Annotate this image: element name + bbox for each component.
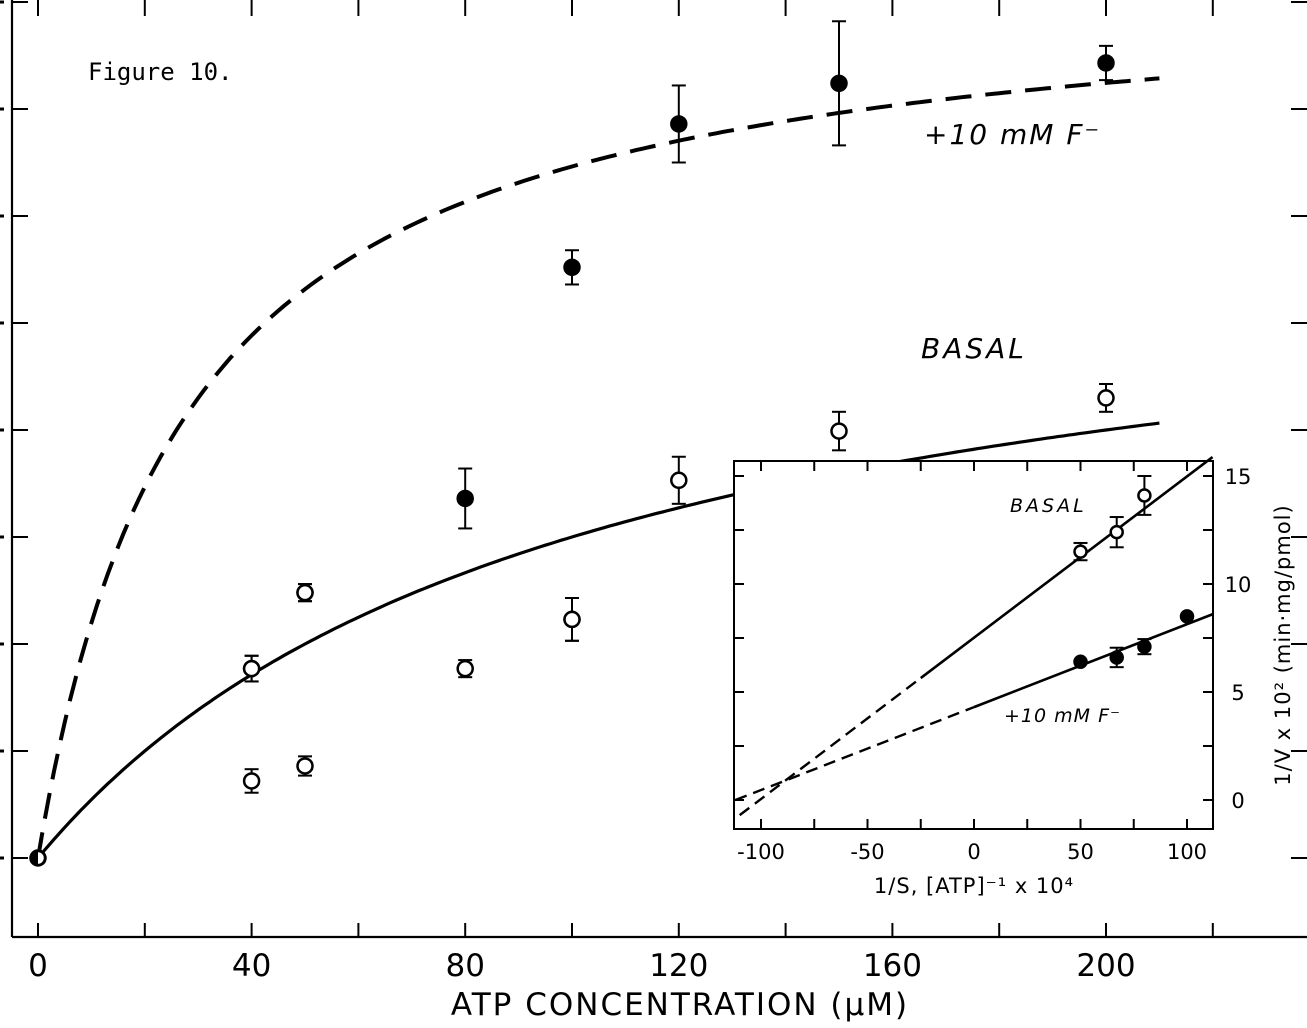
inset-x-tick-label: 100	[1167, 840, 1207, 864]
main-data-point	[670, 84, 688, 164]
inset-plot: -100 -50 0 50 100 0 5 10 15 BASAL +10 mM F⁻ 1/S,…	[733, 456, 1295, 898]
inset-x-tick-label: -50	[850, 840, 884, 864]
open-marker	[1073, 544, 1088, 559]
inset-fit-line-solid	[973, 613, 1214, 709]
filled-marker	[830, 74, 848, 93]
main-x-axis-label: ATP CONCENTRATION (μM)	[451, 987, 909, 1023]
main-data-point	[563, 596, 581, 642]
open-marker	[296, 757, 314, 775]
main-plot-area: 0 40 80 120 160 200	[0, 0, 1307, 984]
inset-y-tick-label: 10	[1225, 573, 1252, 597]
filled-marker	[456, 489, 474, 508]
inset-data-point	[1179, 609, 1195, 624]
main-data-point	[242, 768, 261, 794]
inset-fit-line-solid	[919, 456, 1214, 680]
inset-tick-labels: -100 -50 0 50 100 0 5 10 15	[737, 465, 1251, 864]
main-x-tick-label: 200	[1076, 948, 1135, 984]
main-data-points	[29, 20, 1115, 867]
main-annotation-basal: BASAL	[921, 332, 1027, 365]
open-marker	[670, 471, 688, 490]
main-fit-curves	[36, 76, 1160, 860]
main-data-point	[242, 654, 261, 683]
inset-data-point	[1109, 516, 1124, 549]
main-x-tick-label: 40	[232, 948, 271, 984]
inset-fit-lines	[735, 456, 1214, 817]
main-data-point	[1097, 382, 1115, 413]
main-x-tick-label: 160	[863, 948, 922, 984]
open-marker	[242, 772, 261, 790]
open-marker	[1109, 524, 1124, 540]
inset-x-tick-label: 50	[1067, 840, 1094, 864]
main-ticks	[0, 0, 1307, 937]
open-marker	[456, 659, 474, 678]
inset-x-tick-label: -100	[737, 840, 785, 864]
inset-data-point	[1137, 638, 1152, 656]
open-marker	[1137, 488, 1152, 503]
inset-y-tick-label: 5	[1231, 681, 1244, 705]
inset-data-point	[1073, 654, 1088, 670]
main-data-point	[296, 583, 314, 603]
main-data-point	[1097, 44, 1115, 82]
origin-marker-fill	[31, 851, 38, 865]
filled-marker	[1097, 54, 1115, 72]
open-marker	[830, 422, 848, 440]
inset-y-tick-label: 0	[1231, 789, 1244, 813]
origin-point	[29, 849, 47, 867]
inset-x-axis-label: 1/S, [ATP]⁻¹ x 10⁴	[874, 874, 1074, 898]
inset-annotation-basal: BASAL	[1010, 495, 1087, 517]
main-tick-labels: 0 40 80 120 160 200	[28, 948, 1135, 984]
inset-data-point	[1109, 646, 1124, 669]
inset-annotation-fluoride: +10 mM F⁻	[1004, 705, 1121, 727]
inset-data-point	[1073, 541, 1088, 562]
open-marker	[1097, 389, 1115, 407]
filled-marker	[563, 258, 581, 277]
figure-label: Figure 10.	[88, 58, 233, 86]
main-x-tick-label: 80	[445, 948, 484, 984]
inset-fit-line-dashed	[735, 706, 975, 802]
main-data-point	[563, 249, 581, 286]
inset-ticks	[734, 461, 1213, 829]
fluoride-fit-curve	[36, 76, 1160, 859]
main-data-point	[296, 755, 314, 777]
main-data-point	[456, 659, 474, 679]
open-marker	[563, 610, 581, 629]
main-data-point	[830, 410, 848, 452]
main-data-point	[456, 467, 474, 530]
main-data-point	[830, 20, 848, 147]
main-x-tick-label: 0	[28, 948, 48, 984]
main-annotation-fluoride: +10 mM F⁻	[924, 118, 1101, 151]
open-marker	[242, 659, 261, 678]
main-data-point	[670, 455, 688, 505]
basal-fit-curve	[36, 421, 1160, 860]
inset-data-points	[1073, 475, 1195, 670]
filled-marker	[670, 115, 688, 133]
filled-marker	[1179, 609, 1195, 624]
inset-data-point	[1137, 475, 1152, 516]
open-marker	[296, 583, 314, 602]
inset-y-axis-label: 1/V x 10² (min·mg/pmol)	[1271, 504, 1295, 785]
filled-marker	[1137, 639, 1152, 654]
filled-marker	[1109, 650, 1124, 665]
inset-y-tick-label: 15	[1225, 465, 1252, 489]
main-x-tick-label: 120	[649, 948, 708, 984]
inset-x-tick-label: 0	[967, 840, 980, 864]
filled-marker	[1073, 654, 1088, 670]
